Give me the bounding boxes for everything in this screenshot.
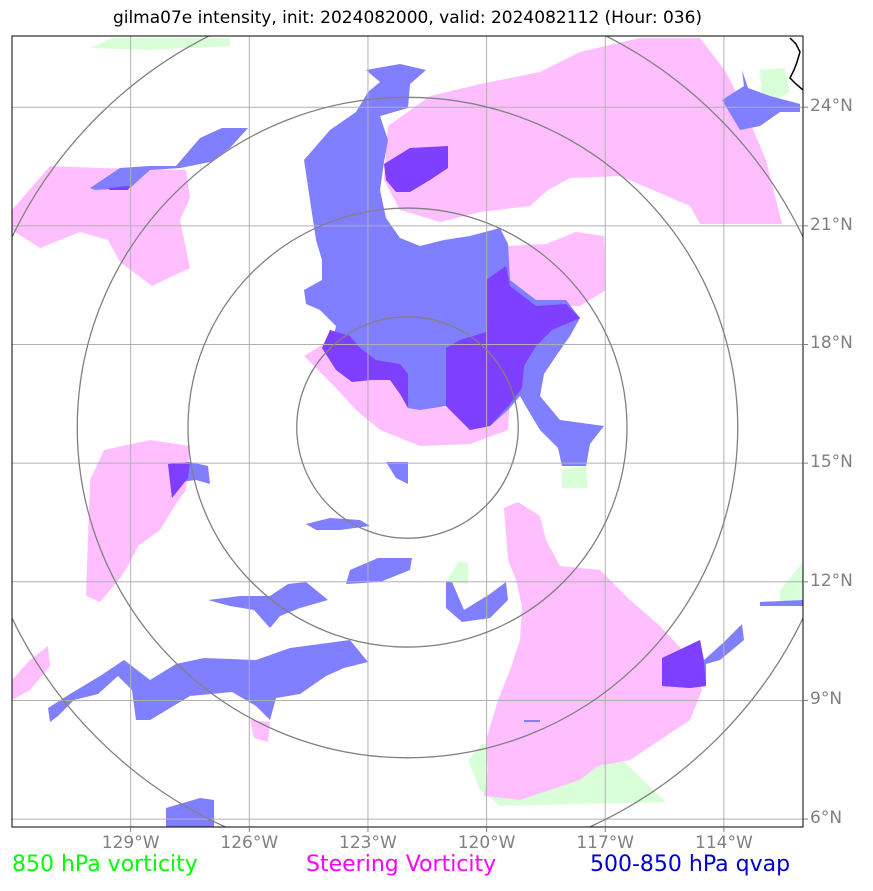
range-rings (12, 36, 803, 827)
x-tick-marks (130, 827, 725, 832)
y-tick-label-1: 21°N (810, 214, 853, 235)
chart-title: gilma07e intensity, init: 2024082000, va… (112, 8, 703, 28)
y-tick-label-3: 15°N (810, 452, 853, 473)
range-ring-2 (76, 96, 739, 759)
gridlines (12, 36, 803, 827)
y-tick-label-5: 9°N (810, 689, 843, 710)
y-tick-label-0: 24°N (810, 96, 853, 117)
range-ring-1 (187, 207, 628, 648)
legend-steering-vorticity: Steering Vorticity (306, 852, 497, 877)
x-tick-label-0: 129°W (101, 833, 160, 853)
overlap-areas (108, 146, 706, 688)
y-tick-label-2: 18°N (810, 333, 853, 354)
legend-qvap: 500-850 hPa qvap (590, 852, 791, 877)
legend-850-vorticity: 850 hPa vorticity (12, 852, 198, 877)
y-tick-label-6: 6°N (810, 808, 843, 829)
y-tick-label-4: 12°N (810, 570, 853, 591)
y-tick-marks (803, 106, 808, 820)
x-tick-label-5: 114°W (695, 833, 753, 853)
x-tick-label-1: 126°W (220, 833, 279, 853)
plot-frame (11, 35, 804, 828)
x-tick-label-3: 120°W (457, 833, 516, 853)
x-tick-label-2: 123°W (339, 833, 397, 853)
x-tick-label-4: 117°W (576, 833, 635, 853)
range-ring-0 (296, 316, 519, 539)
coastline (789, 37, 803, 91)
